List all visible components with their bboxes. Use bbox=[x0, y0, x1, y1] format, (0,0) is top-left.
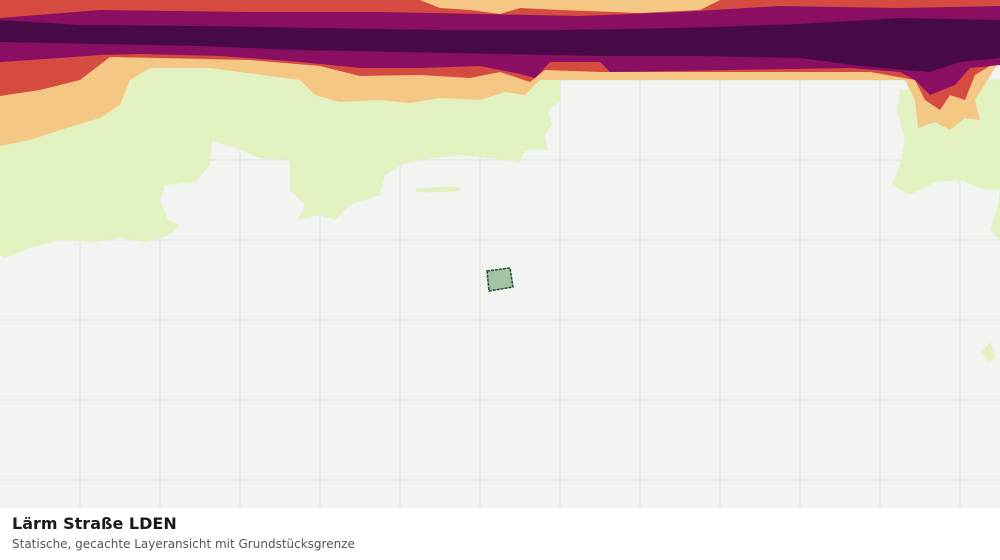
parcel-boundary bbox=[486, 267, 514, 292]
map-subtitle: Statische, gecachte Layeransicht mit Gru… bbox=[12, 537, 355, 551]
map bbox=[0, 0, 1000, 508]
noise-zone-orange bbox=[420, 0, 720, 14]
map-title: Lärm Straße LDEN bbox=[12, 514, 177, 533]
noise-zone-green bbox=[982, 342, 996, 362]
caption: Lärm Straße LDEN Statische, gecachte Lay… bbox=[0, 508, 1000, 560]
noise-zone-green bbox=[415, 186, 461, 193]
noise-zone-dark bbox=[0, 18, 1000, 72]
